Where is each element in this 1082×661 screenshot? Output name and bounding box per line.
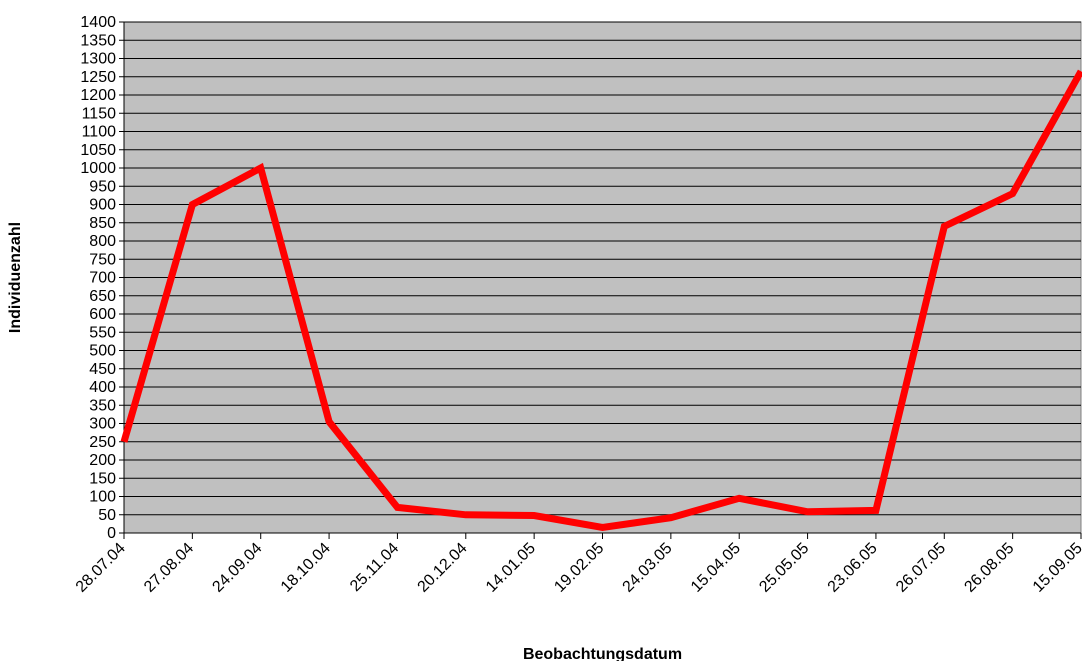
y-tick-label: 150 (89, 470, 116, 487)
y-tick-label: 850 (89, 215, 116, 232)
y-tick-label: 250 (89, 434, 116, 451)
y-tick-label: 500 (89, 343, 116, 360)
x-tick-label: 19.02.05 (551, 540, 607, 596)
x-axis-title: Beobachtungsdatum (523, 646, 682, 661)
x-tick-label: 27.08.04 (141, 540, 197, 596)
x-tick-label: 18.10.04 (278, 540, 334, 596)
y-tick-label: 200 (89, 452, 116, 469)
x-tick-label: 26.08.05 (961, 540, 1017, 596)
x-tick-label: 15.04.05 (688, 540, 744, 596)
x-axis: 28.07.04 27.08.04 24.09.04 18.10.04 25.11.04… (73, 532, 1082, 596)
y-tick-label: 600 (89, 306, 116, 323)
x-tick-label: 24.03.05 (620, 540, 676, 596)
y-tick-label: 750 (89, 251, 116, 268)
y-tick-label: 900 (89, 197, 116, 214)
gridlines (124, 21, 1081, 516)
y-tick-label: 50 (98, 507, 116, 524)
x-tick-label: 24.09.04 (209, 540, 265, 596)
x-tick-label: 28.07.04 (73, 540, 129, 596)
x-tick-label: 23.06.05 (825, 540, 881, 596)
x-tick-label: 26.07.05 (893, 540, 949, 596)
series-layer (120, 69, 1082, 532)
y-axis-title: Individuenzahl (7, 222, 24, 333)
y-tick-label: 1400 (80, 14, 116, 31)
y-tick-label: 1150 (82, 105, 117, 122)
y-tick-label: 800 (89, 233, 116, 250)
y-tick-label: 400 (89, 379, 116, 396)
x-tick-label: 25.11.04 (347, 540, 402, 595)
y-tick-label: 700 (89, 270, 116, 287)
y-tick-label: 300 (89, 416, 116, 433)
y-tick-label: 1350 (80, 32, 116, 49)
y-tick-label: 1250 (80, 69, 116, 86)
series-line (120, 69, 1082, 532)
y-tick-label: 650 (89, 288, 116, 305)
x-tick-label: 25.05.05 (756, 540, 812, 596)
y-tick-label: 950 (89, 178, 116, 195)
x-tick-label: 14.01.05 (483, 540, 539, 596)
y-tick-label: 1050 (80, 142, 116, 159)
y-tick-label: 350 (89, 397, 116, 414)
x-tick-label: 20.12.04 (415, 540, 471, 596)
y-tick-label: 1100 (82, 124, 117, 141)
y-tick-label: 450 (89, 361, 116, 378)
y-tick-label: 100 (89, 489, 116, 506)
y-tick-label: 0 (107, 525, 116, 542)
y-tick-label: 550 (89, 324, 116, 341)
x-tick-label: 15.09.05 (1030, 540, 1082, 596)
y-tick-label: 1300 (80, 51, 116, 68)
y-axis: 0501001502002503003504004505005506006507… (80, 14, 125, 542)
y-tick-label: 1200 (80, 87, 116, 104)
y-tick-label: 1000 (80, 160, 116, 177)
